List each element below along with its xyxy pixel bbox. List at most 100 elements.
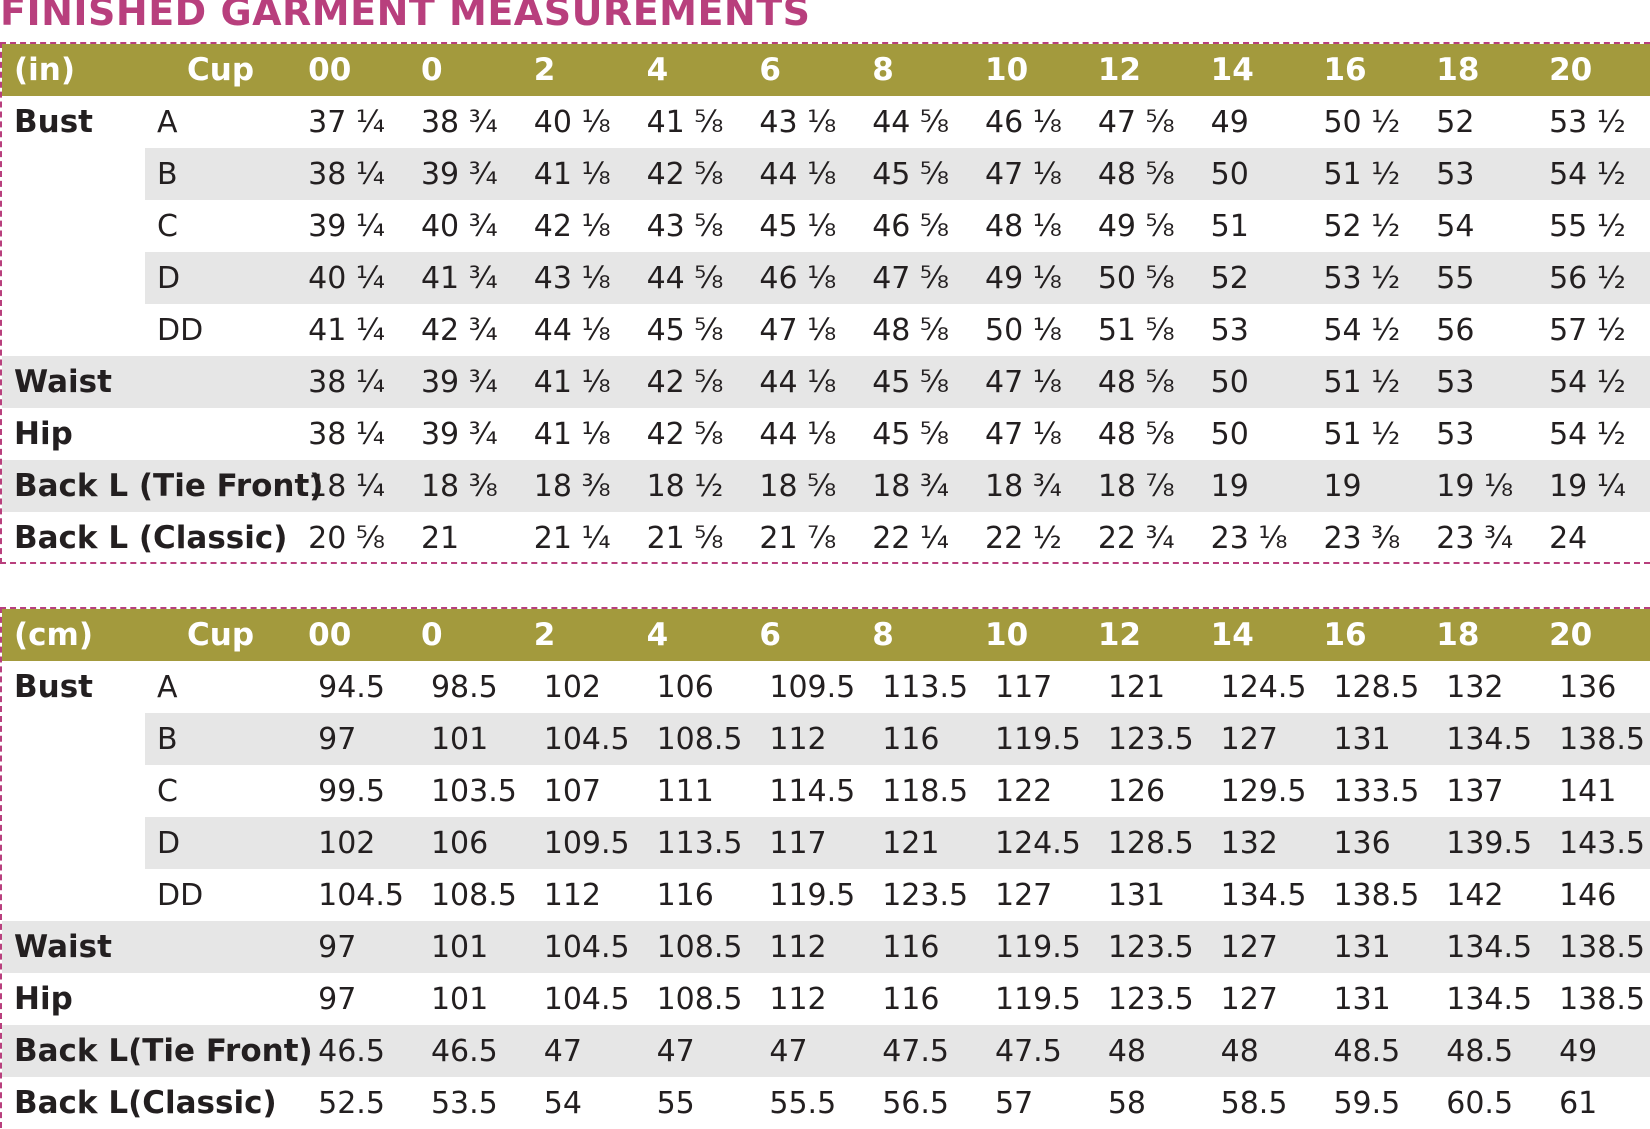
measurement-value: 54 ½: [1549, 416, 1626, 452]
measurement-value: 21 ⅝: [646, 520, 724, 556]
measurement-value: 47 ⅛: [985, 416, 1062, 452]
measurement-label: Bust: [14, 104, 93, 140]
measurement-value: 57 ½: [1549, 312, 1626, 348]
measurement-value: 47 ⅝: [860, 252, 973, 304]
measurement-value: 58.5: [1220, 1085, 1288, 1121]
measurement-value: 18 ¾: [860, 460, 973, 512]
measurement-value: 108.5: [634, 921, 748, 973]
measurement-row: DD 41 ¼ 42 ¾ 44 ⅛ 45 ⅝ 47 ⅛ 48 ⅝ 50 ⅛ 51 ⅝ 53 54 ½…: [2, 304, 1650, 356]
measurement-value: 47.5: [973, 1025, 1086, 1077]
size-header: 0: [420, 52, 443, 88]
measurement-value: 45 ⅝: [872, 416, 949, 452]
measurement-value: 122: [995, 773, 1053, 809]
unit-label: (cm): [14, 617, 94, 653]
size-header: 12: [1097, 52, 1141, 88]
measurement-row: C 99.5 103.5 107 111 114.5 118.5 122 126 129.5 133…: [2, 765, 1650, 817]
measurement-value: 112: [747, 921, 861, 973]
measurement-value: 101: [430, 981, 489, 1017]
measurement-value: 43 ⅛: [521, 252, 635, 304]
measurement-value: 141: [1559, 773, 1617, 809]
measurement-value: 40 ¼: [296, 252, 409, 304]
cup-label: B: [145, 148, 297, 200]
measurement-value: 45 ⅛: [759, 208, 837, 244]
measurement-value: 18 ⅞: [1085, 460, 1199, 512]
measurement-value: 48: [1198, 1025, 1312, 1077]
measurement-value: 45 ⅝: [860, 356, 973, 408]
size-header: 10: [985, 52, 1029, 88]
size-header: 18: [1436, 52, 1480, 88]
measurement-value: 18 ⅜: [521, 460, 635, 512]
measurement-value: 51: [1210, 208, 1249, 244]
measurement-value: 44 ⅛: [747, 148, 861, 200]
measurement-value: 136: [1311, 817, 1425, 869]
measurement-value: 48 ⅝: [1085, 356, 1199, 408]
measurement-value: 50: [1198, 148, 1312, 200]
size-header: 16: [1323, 617, 1367, 653]
measurement-value: 116: [656, 877, 714, 913]
measurement-value: 123.5: [1107, 981, 1194, 1017]
size-header: 14: [1210, 617, 1254, 653]
size-header: 12: [1097, 617, 1141, 653]
measurement-value: 104.5: [521, 713, 635, 765]
measurement-value: 123.5: [882, 877, 969, 913]
measurement-value: 53.5: [430, 1085, 498, 1121]
measurement-value: 106: [408, 817, 522, 869]
measurement-value: 116: [860, 921, 973, 973]
measurement-label: Hip: [14, 981, 73, 1017]
measurement-value: 20 ⅝: [308, 520, 385, 556]
measurement-value: 45 ⅝: [646, 312, 724, 348]
measurement-value: 38 ¼: [296, 356, 409, 408]
measurement-value: 143.5: [1537, 817, 1650, 869]
measurement-row: C 39 ¼ 40 ¾ 42 ⅛ 43 ⅝ 45 ⅛ 46 ⅝ 48 ⅛ 49 ⅝ 51 52 ½ 5…: [2, 200, 1650, 252]
measurement-value: 52 ½: [1323, 208, 1401, 244]
measurement-value: 43 ⅛: [759, 104, 837, 140]
measurement-value: 108.5: [634, 713, 748, 765]
measurement-value: 42 ⅛: [533, 208, 611, 244]
measurement-label: [2, 252, 145, 304]
measurement-value: 22 ¾: [1097, 520, 1175, 556]
cup-label: DD: [157, 877, 204, 913]
cup-label: [145, 408, 296, 460]
measurement-value: 128.5: [1333, 669, 1420, 705]
size-header: 10: [985, 617, 1029, 653]
size-header: 8: [872, 617, 894, 653]
measurement-value: 109.5: [769, 669, 856, 705]
unit-label: (in): [14, 52, 76, 88]
measurement-value: 43 ⅝: [646, 208, 724, 244]
measurement-label: [2, 148, 145, 200]
measurement-value: 54 ½: [1323, 312, 1401, 348]
measurement-value: 60.5: [1446, 1085, 1514, 1121]
measurement-value: 40 ¾: [420, 208, 498, 244]
measurement-value: 59.5: [1333, 1085, 1401, 1121]
measurement-value: 21 ⅞: [759, 520, 837, 556]
measurement-value: 118.5: [882, 773, 969, 809]
measurement-value: 47 ⅛: [759, 312, 837, 348]
size-header: 18: [1436, 617, 1480, 653]
cup-label: A: [157, 104, 178, 140]
measurement-value: 134.5: [1446, 981, 1533, 1017]
measurement-value: 131: [1107, 877, 1166, 913]
measurement-value: 124.5: [1220, 669, 1307, 705]
measurement-value: 41 ⅛: [521, 148, 635, 200]
measurement-value: 39 ¾: [408, 148, 522, 200]
measurement-label: Waist: [2, 921, 146, 973]
measurement-value: 146: [1559, 877, 1617, 913]
measurement-value: 131: [1311, 921, 1425, 973]
cup-header: Cup: [187, 617, 255, 653]
measurement-label: Waist: [2, 356, 146, 408]
measurement-row: Hip 97 101 104.5 108.5 112 116 119.5 123.5 127 131…: [2, 973, 1650, 1025]
measurement-value: 124.5: [973, 817, 1086, 869]
measurement-value: 18 ⅝: [747, 460, 861, 512]
measurement-value: 50 ½: [1323, 104, 1401, 140]
measurement-value: 51 ½: [1311, 356, 1425, 408]
measurement-value: 134.5: [1424, 921, 1538, 973]
measurement-value: 48 ⅛: [985, 208, 1062, 244]
size-header: 0: [420, 617, 443, 653]
measurement-row: D 102 106 109.5 113.5 117 121 124.5 128.5 132 136 1…: [2, 817, 1650, 869]
measurement-value: 121: [1107, 669, 1166, 705]
measurement-value: 101: [408, 921, 522, 973]
measurement-value: 139.5: [1424, 817, 1538, 869]
measurement-label: Back L (Tie Front): [2, 460, 323, 512]
measurement-label: Back L (Classic): [14, 520, 288, 556]
